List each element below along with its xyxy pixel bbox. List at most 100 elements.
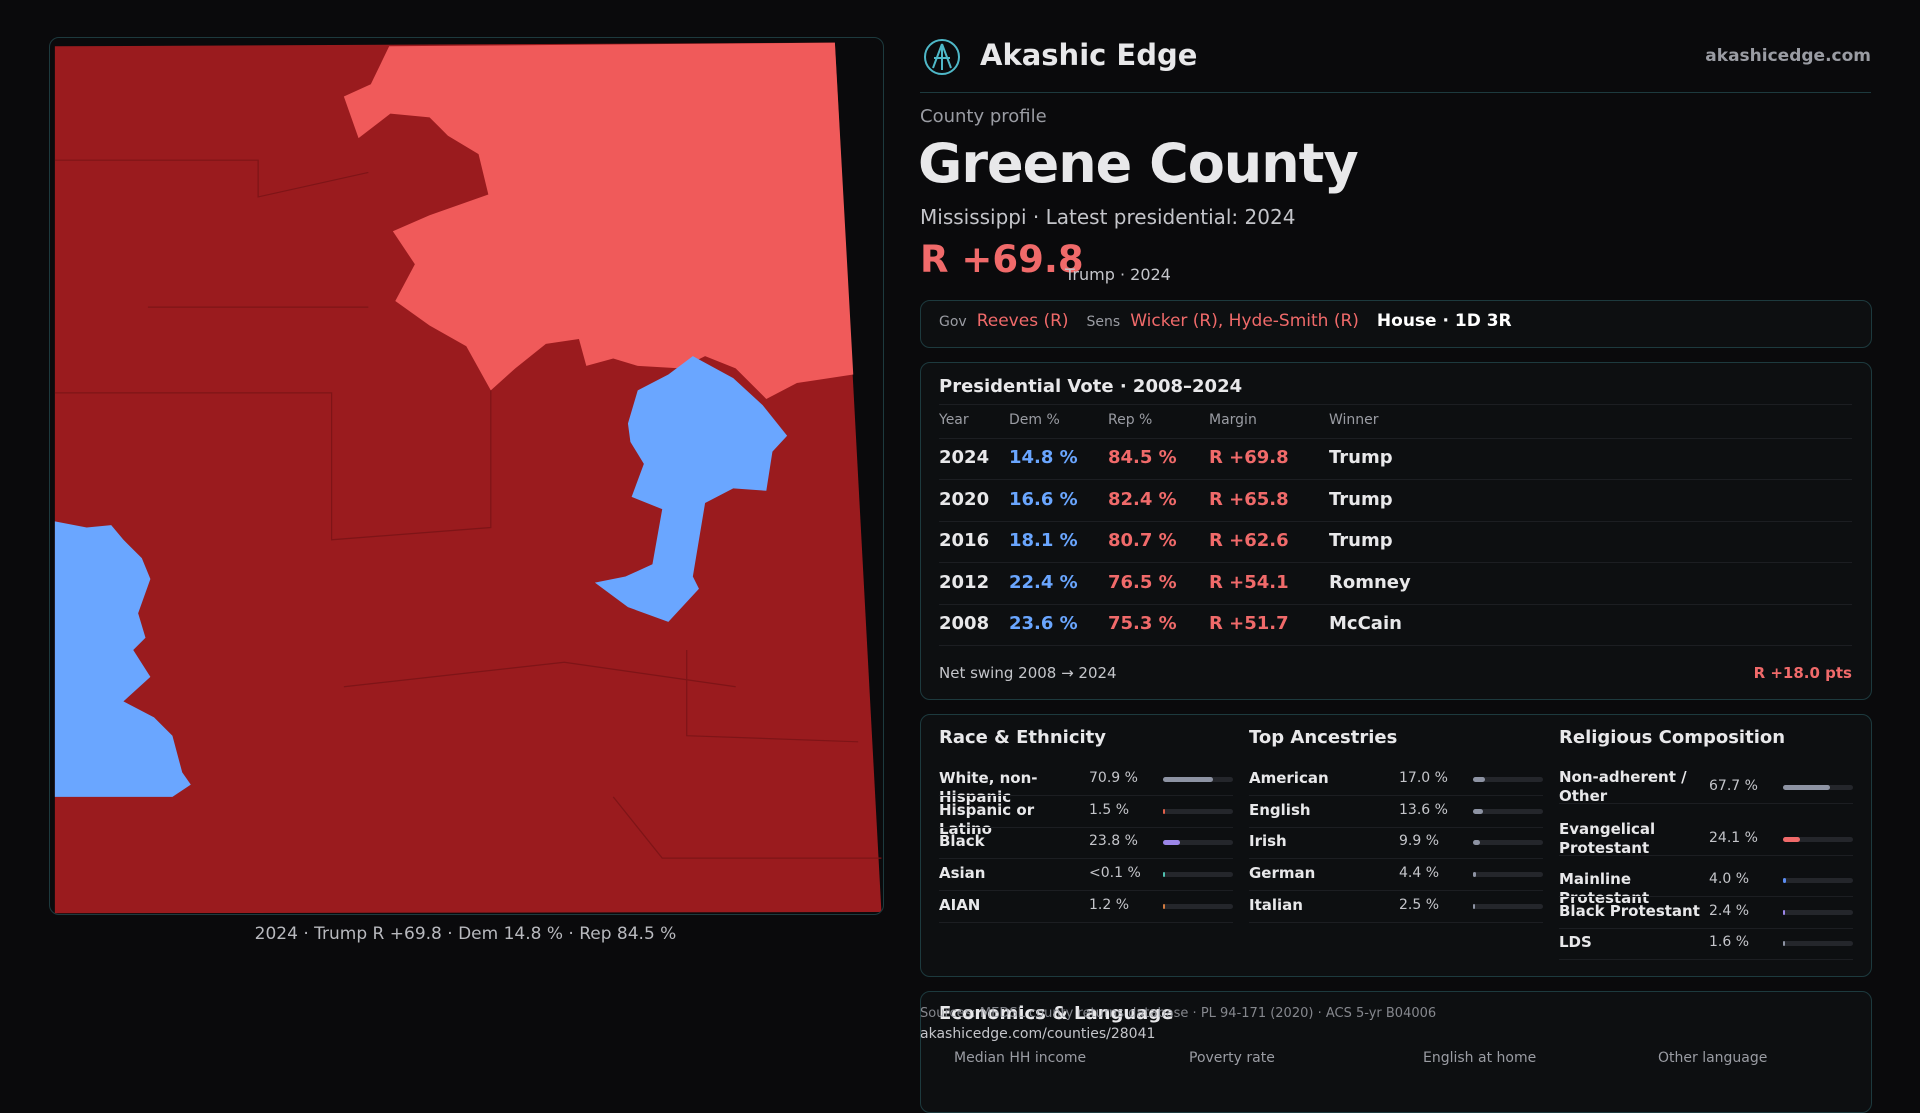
- officials-box: [920, 300, 1872, 348]
- row-value: 70.9 %: [1089, 770, 1138, 786]
- section-title: Religious Composition: [1559, 727, 1786, 748]
- row-divider: [1249, 890, 1543, 891]
- bar: [1473, 872, 1477, 877]
- table-cell: 80.7 %: [1108, 530, 1177, 551]
- row-value: <0.1 %: [1089, 865, 1141, 881]
- row-divider: [939, 890, 1233, 891]
- row-name: German: [1249, 864, 1316, 882]
- bar: [1163, 904, 1165, 909]
- column-header: Winner: [1329, 412, 1379, 428]
- economics-title: Economics & Language: [939, 1003, 1174, 1024]
- table-cell: 22.4 %: [1009, 572, 1078, 593]
- row-divider: [939, 604, 1852, 605]
- table-cell: 2020: [939, 489, 990, 510]
- row-divider: [939, 438, 1852, 439]
- table-cell: 2024: [939, 447, 990, 468]
- county-map: [54, 42, 882, 914]
- column-header: Dem %: [1009, 412, 1060, 428]
- bar: [1163, 872, 1165, 877]
- table-cell: R +54.1: [1209, 572, 1289, 593]
- table-cell: Trump: [1329, 530, 1393, 551]
- map-region-blue: [54, 521, 191, 797]
- presidential-title: Presidential Vote · 2008–2024: [939, 376, 1243, 397]
- bar-track: [1163, 872, 1233, 877]
- column-header: Year: [939, 412, 969, 428]
- row-divider: [1249, 922, 1543, 923]
- row-value: 2.4 %: [1709, 903, 1750, 919]
- county-line: [54, 159, 882, 859]
- table-cell: R +69.8: [1209, 447, 1289, 468]
- footer-url[interactable]: akashicedge.com/counties/28041: [920, 1026, 1156, 1042]
- margin: R +69.8: [920, 238, 1084, 281]
- bar: [1783, 910, 1785, 915]
- map-region-light: [343, 42, 854, 399]
- demographics-box: [920, 714, 1872, 977]
- table-cell: 2012: [939, 572, 990, 593]
- row-name: Black: [939, 832, 985, 850]
- bar: [1163, 809, 1165, 814]
- bar-track: [1473, 840, 1543, 845]
- row-name: Black Protestant: [1559, 902, 1700, 920]
- row-divider: [939, 562, 1852, 563]
- row-value: 67.7 %: [1709, 778, 1758, 794]
- brand: Akashic Edge: [980, 38, 1198, 72]
- row-divider: [1249, 795, 1543, 796]
- bar-track: [1473, 809, 1543, 814]
- officials-row: Gov Reeves (R) Sens Wicker (R), Hyde-Smith …: [939, 311, 1512, 331]
- house-delegation: House · 1D 3R: [1376, 311, 1512, 331]
- site-link[interactable]: akashicedge.com: [1705, 46, 1871, 66]
- row-value: 4.0 %: [1709, 871, 1750, 887]
- table-cell: R +51.7: [1209, 613, 1289, 634]
- table-cell: 16.6 %: [1009, 489, 1078, 510]
- table-cell: 14.8 %: [1009, 447, 1078, 468]
- row-divider: [1559, 896, 1853, 897]
- row-divider: [1559, 803, 1853, 804]
- row-name: LDS: [1559, 933, 1592, 951]
- map-caption: 2024 · Trump R +69.8 · Dem 14.8 % · Rep …: [254, 924, 677, 944]
- bar-track: [1783, 785, 1853, 790]
- bar-track: [1473, 872, 1543, 877]
- county-name: Greene County: [918, 132, 1359, 195]
- table-cell: McCain: [1329, 613, 1402, 634]
- header-divider: [920, 92, 1871, 93]
- table-cell: 2008: [939, 613, 990, 634]
- row-divider: [939, 404, 1852, 405]
- row-name: White, non-Hispanic: [939, 769, 1038, 806]
- bar-track: [1473, 904, 1543, 909]
- footer-sources: Sources: MEDSL county returns database ·…: [920, 1006, 1437, 1021]
- row-value: 9.9 %: [1399, 833, 1440, 849]
- bar: [1473, 809, 1483, 814]
- row-divider: [1559, 959, 1853, 960]
- row-value: 1.5 %: [1089, 802, 1130, 818]
- presidential-box: [920, 362, 1872, 700]
- row-divider: [939, 795, 1233, 796]
- bar: [1783, 785, 1831, 790]
- row-divider: [939, 645, 1852, 646]
- table-cell: 2016: [939, 530, 990, 551]
- bar: [1473, 904, 1475, 909]
- bar-track: [1163, 777, 1233, 782]
- bar: [1783, 878, 1786, 883]
- table-cell: Trump: [1329, 489, 1393, 510]
- row-divider: [939, 521, 1852, 522]
- row-name: Non-adherent / Other: [1559, 768, 1687, 805]
- row-divider: [1249, 827, 1543, 828]
- subtitle: Mississippi · Latest presidential: 2024: [920, 205, 1296, 229]
- bar: [1473, 777, 1485, 782]
- row-divider: [1559, 928, 1853, 929]
- row-divider: [1249, 858, 1543, 859]
- bar: [1783, 941, 1785, 946]
- row-name: Italian: [1249, 896, 1303, 914]
- table-cell: R +62.6: [1209, 530, 1289, 551]
- bar: [1473, 840, 1480, 845]
- metric-label: Median HH income: [954, 1050, 1087, 1066]
- row-name: AIAN: [939, 896, 981, 914]
- section-title: Top Ancestries: [1249, 727, 1398, 748]
- bar: [1783, 837, 1800, 842]
- metric-label: Other language: [1658, 1050, 1768, 1066]
- bar-track: [1783, 910, 1853, 915]
- row-value: 17.0 %: [1399, 770, 1448, 786]
- bar-track: [1783, 878, 1853, 883]
- bar-track: [1163, 840, 1233, 845]
- table-cell: Romney: [1329, 572, 1411, 593]
